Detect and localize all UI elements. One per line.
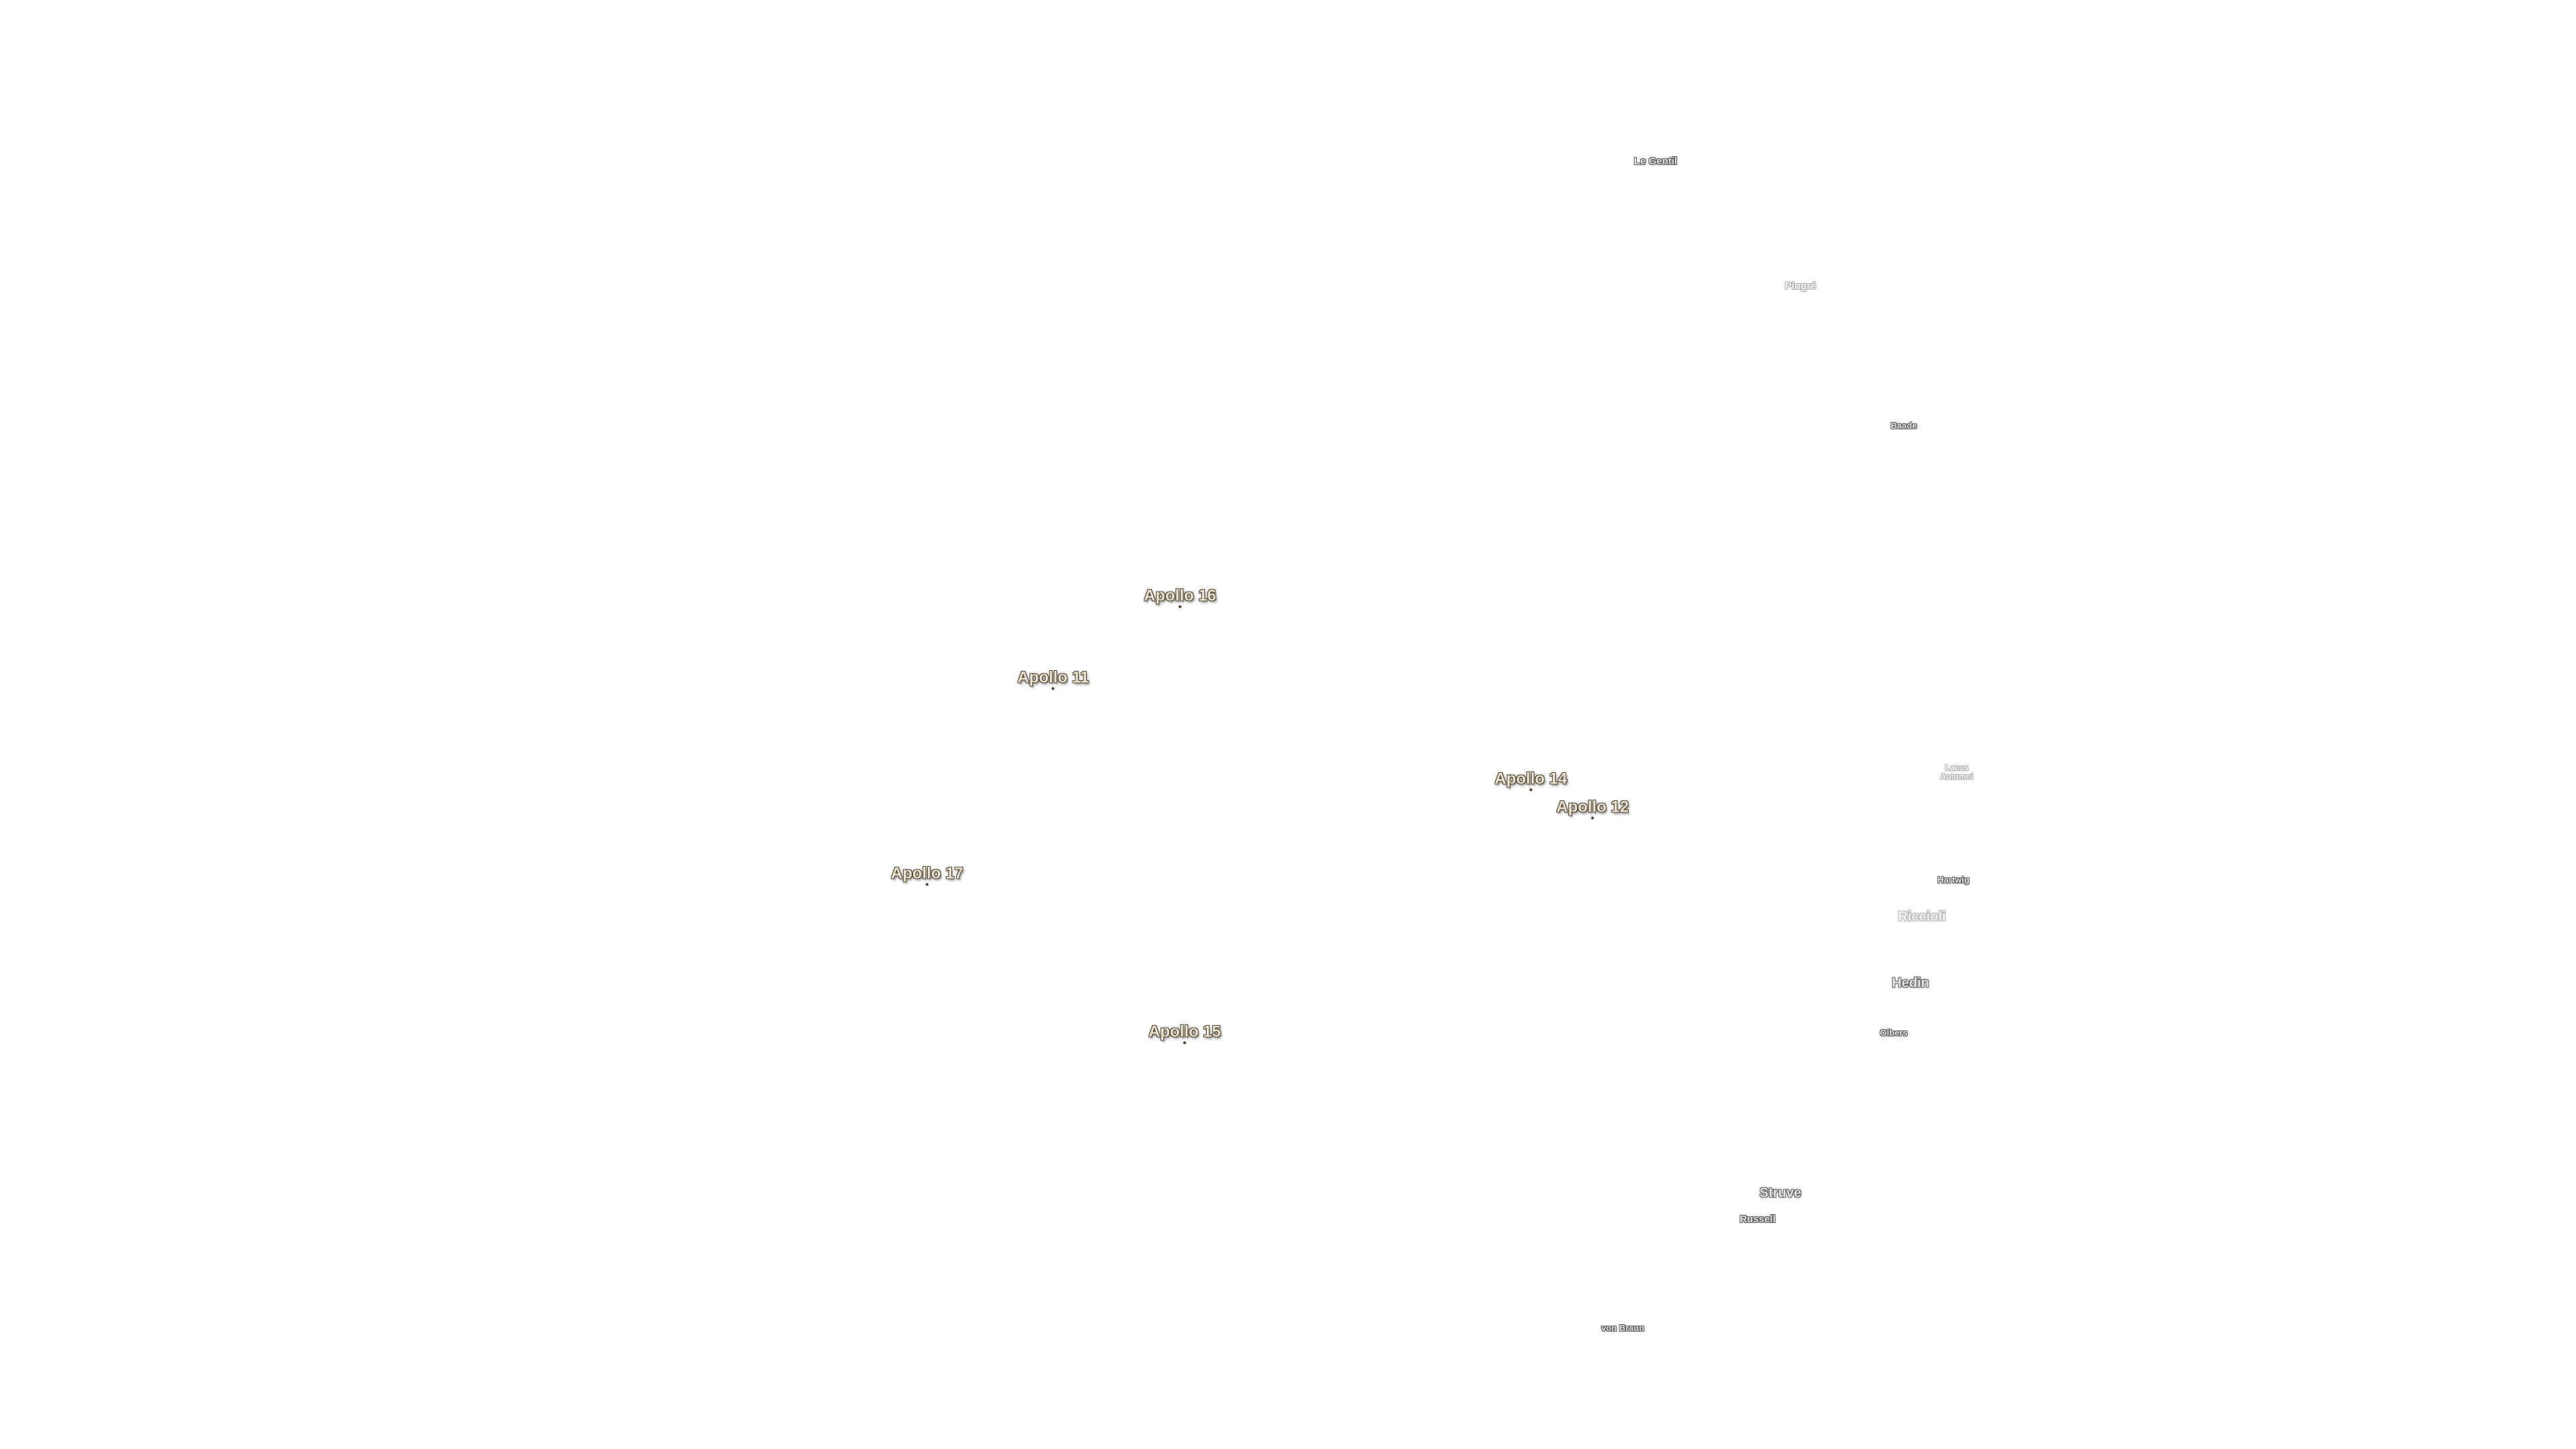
feature-label: von Braun (1601, 1323, 1645, 1334)
apollo-label[interactable]: Apollo 11 (1017, 668, 1089, 690)
apollo-label[interactable]: Apollo 14 (1494, 769, 1568, 792)
feature-label: Hartwig (1937, 875, 1970, 885)
feature-label: Riccioli (1898, 909, 1946, 924)
apollo-label[interactable]: Apollo 12 (1556, 798, 1629, 820)
feature-label: Le Gentil (1633, 156, 1678, 168)
apollo-label[interactable]: Apollo 17 (890, 864, 964, 886)
feature-label: Baade (1890, 421, 1917, 431)
apollo-label[interactable]: Apollo 16 (1143, 586, 1217, 608)
feature-label: Pingré (1784, 280, 1817, 292)
feature-label: Lacus Autumni (1940, 763, 1974, 781)
feature-label: Hedin (1892, 975, 1929, 991)
feature-label: Olbers (1880, 1028, 1908, 1038)
feature-label: Struve (1759, 1185, 1802, 1201)
feature-label: Russell (1739, 1214, 1776, 1226)
apollo-label[interactable]: Apollo 15 (1148, 1022, 1222, 1044)
